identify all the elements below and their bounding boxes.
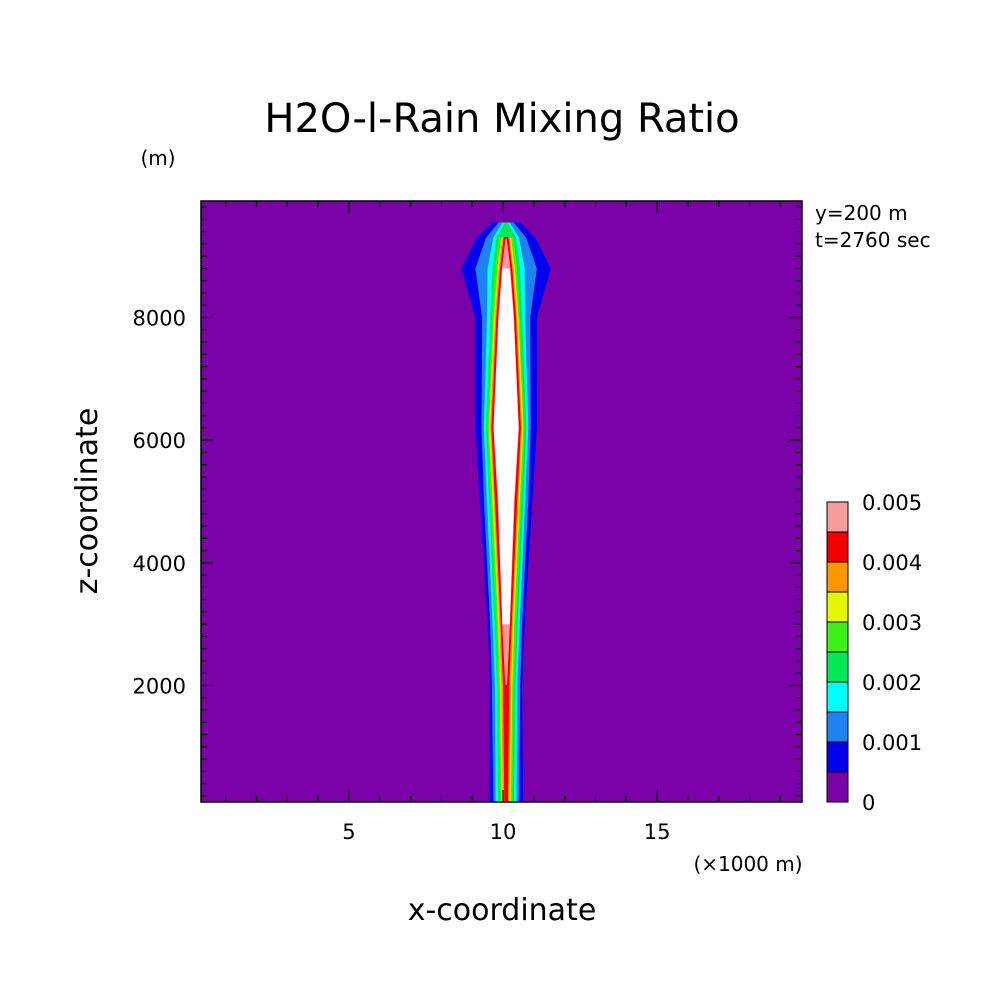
colorbar-label: 0 (862, 791, 875, 815)
x-tick-label: 10 (490, 820, 517, 844)
y-unit-label: (m) (140, 146, 175, 170)
colorbar-box (826, 561, 849, 593)
colorbar-box (826, 621, 849, 653)
annotation-t: t=2760 sec (815, 228, 931, 252)
colorbar-box (826, 651, 849, 683)
x-tick-label: 5 (342, 820, 355, 844)
colorbar-box (826, 591, 849, 623)
colorbar-label: 0.001 (862, 731, 922, 755)
colorbar-box (826, 501, 849, 533)
chart-title: H2O-l-Rain Mixing Ratio (264, 96, 739, 142)
contour-line-path (491, 237, 521, 687)
colorbar-box (826, 771, 849, 803)
colorbar-box (826, 681, 849, 713)
x-axis-label: x-coordinate (408, 893, 597, 928)
y-tick-label: 2000 (133, 674, 186, 698)
colorbar-label: 0.004 (862, 551, 922, 575)
x-axis: 5 10 15 (225, 201, 782, 844)
contour-band-10 (493, 268, 519, 625)
annotation-y: y=200 m (815, 201, 908, 225)
y-axis: 2000 4000 6000 8000 (133, 206, 802, 797)
y-tick-label: 6000 (133, 429, 186, 453)
y-axis-label: z-coordinate (70, 408, 105, 595)
colorbar-label: 0.005 (862, 491, 922, 515)
colorbar-label: 0.003 (862, 611, 922, 635)
contour-line-0.004 (491, 237, 521, 687)
colorbar: 0 0.001 0.002 0.003 0.004 0.005 (826, 491, 922, 815)
y-tick-label: 4000 (133, 552, 186, 576)
colorbar-label: 0.002 (862, 671, 922, 695)
y-tick-label: 8000 (133, 307, 186, 331)
plot-area (200, 200, 803, 803)
x-tick-label: 15 (644, 820, 671, 844)
x-unit-label: (×1000 m) (693, 852, 802, 876)
colorbar-box (826, 531, 849, 563)
colorbar-box (826, 711, 849, 743)
colorbar-box (826, 741, 849, 773)
